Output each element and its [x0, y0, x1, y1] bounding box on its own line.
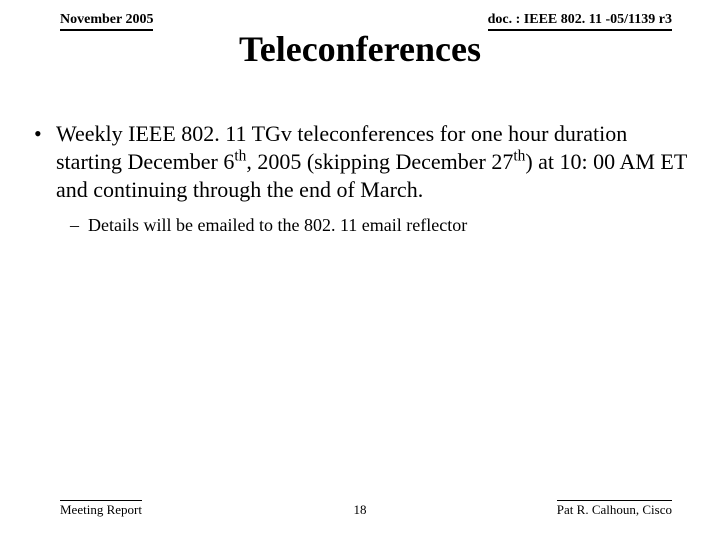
sub-bullet-item: – Details will be emailed to the 802. 11… — [70, 214, 696, 236]
ordinal-suffix: th — [513, 148, 525, 165]
slide-title: Teleconferences — [0, 28, 720, 70]
footer-page-number: 18 — [0, 502, 720, 518]
slide-page: November 2005 doc. : IEEE 802. 11 -05/11… — [0, 0, 720, 540]
dash-marker: – — [70, 214, 88, 236]
slide-body: • Weekly IEEE 802. 11 TGv teleconference… — [34, 120, 696, 236]
bullet-item: • Weekly IEEE 802. 11 TGv teleconference… — [34, 120, 696, 204]
bullet-text: Weekly IEEE 802. 11 TGv teleconferences … — [56, 120, 696, 204]
sub-bullet-text: Details will be emailed to the 802. 11 e… — [88, 214, 467, 236]
bullet-marker: • — [34, 120, 56, 148]
ordinal-suffix: th — [234, 148, 246, 165]
bullet-part-2: , 2005 (skipping December 27 — [246, 149, 513, 174]
